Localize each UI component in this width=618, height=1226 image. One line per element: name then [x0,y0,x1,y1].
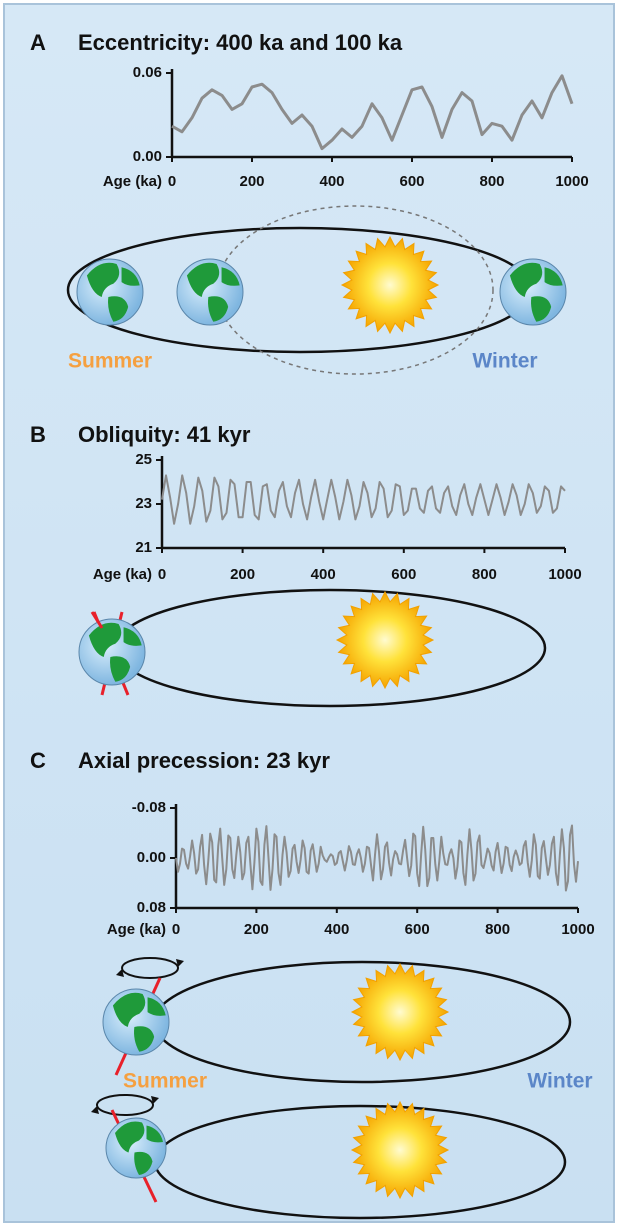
earth-land [531,296,552,322]
earth-land [86,262,120,297]
x-tick-label: 600 [399,173,424,190]
x-tick-label: 600 [405,921,430,938]
y-tick-label: 23 [135,495,152,512]
y-tick-label: 21 [135,539,152,556]
x-axis-label: Age (ka) [93,566,152,583]
panel-label: C [30,748,46,773]
earth-land [110,656,131,682]
sun [335,590,435,690]
x-tick-label: 400 [319,173,344,190]
earth-land [112,992,146,1027]
chart-title: Axial precession: 23 kyr [78,748,330,773]
earth-land [108,296,129,322]
earth-land [544,267,563,286]
sun [350,962,450,1062]
earth-land [134,1151,153,1175]
arrowhead [176,959,184,967]
precession-loop [96,1094,154,1116]
earth-land [115,1121,145,1153]
panel-label: A [30,30,46,55]
x-tick-label: 800 [479,173,504,190]
earth-axis [90,611,104,629]
earth [78,618,146,686]
earth [499,258,567,326]
y-tick-label: 0.06 [133,64,162,81]
earth-land [88,622,122,657]
precession-loop [121,957,179,979]
arrowhead [151,1096,159,1104]
earth-land [221,267,240,286]
x-tick-label: 200 [230,566,255,583]
earth [105,1117,167,1179]
season-label: Summer [123,1070,207,1093]
y-tick-label: 25 [135,451,152,468]
panel-label: B [30,422,46,447]
y-tick-label: 0.00 [137,849,166,866]
season-label: Winter [527,1070,592,1093]
season-label: Summer [68,350,152,373]
x-tick-label: 1000 [561,921,594,938]
earth-land [147,997,166,1016]
x-axis-label: Age (ka) [107,921,166,938]
x-tick-label: 200 [239,173,264,190]
earth-land [509,262,543,297]
earth-land [146,1125,163,1143]
x-tick-label: 1000 [555,173,588,190]
y-tick-label: -0.08 [132,799,166,816]
earth-land [123,627,142,646]
x-tick-label: 800 [472,566,497,583]
arrowhead [116,969,124,977]
data-line [171,74,574,151]
x-axis-label: Age (ka) [103,173,162,190]
earth-land [134,1026,155,1052]
season-label: Winter [472,350,537,373]
data-line [175,824,579,892]
x-tick-label: 0 [168,173,176,190]
y-tick-label: 0.08 [137,899,166,916]
chart-title: Eccentricity: 400 ka and 100 ka [78,30,403,55]
x-tick-label: 0 [158,566,166,583]
x-tick-label: 0 [172,921,180,938]
earth-land [121,267,140,286]
y-tick-label: 0.00 [133,148,162,165]
earth [176,258,244,326]
earth-land [186,262,220,297]
earth [102,988,170,1056]
data-line [161,474,566,525]
arrowhead [91,1106,99,1114]
x-tick-label: 200 [244,921,269,938]
x-tick-label: 400 [324,921,349,938]
earth [76,258,144,326]
earth-land [208,296,229,322]
chart-title: Obliquity: 41 kyr [78,422,251,447]
x-tick-label: 800 [485,921,510,938]
sun [350,1100,450,1200]
sun [340,235,440,335]
x-tick-label: 600 [391,566,416,583]
x-tick-label: 400 [311,566,336,583]
x-tick-label: 1000 [548,566,581,583]
